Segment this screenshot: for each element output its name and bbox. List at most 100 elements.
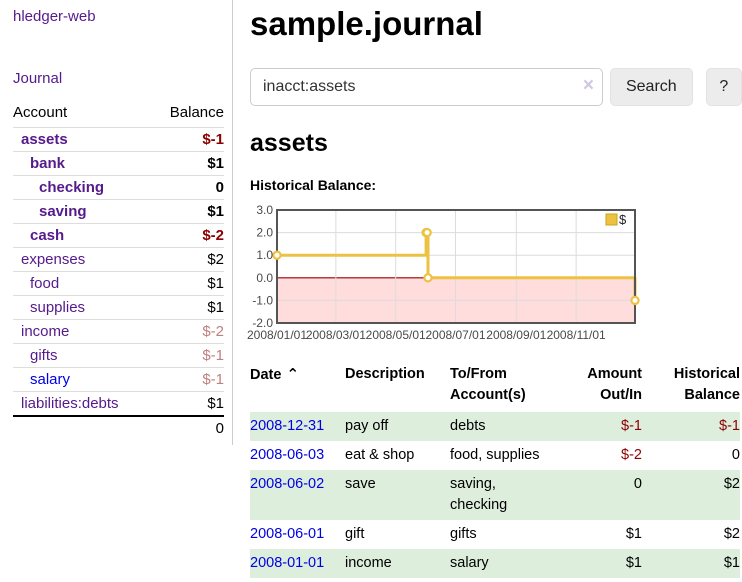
transaction-date-link[interactable]: 2008-01-01 — [250, 555, 325, 571]
search-form: × Search ? — [250, 68, 742, 106]
transaction-amount: $1 — [625, 555, 642, 571]
accounts-total: 0 — [215, 420, 224, 437]
account-link-supplies[interactable]: supplies — [30, 299, 86, 316]
chart-y-axis-labels: 3.0 2.0 1.0 0.0 -1.0 -2.0 — [252, 203, 273, 330]
register-row: 2008-12-31 pay off debts $-1 $-1 — [250, 412, 740, 441]
account-row: liabilities:debts $1 — [13, 391, 224, 417]
register-header-amount: Amount Out/In — [587, 366, 642, 403]
account-link-food[interactable]: food — [30, 275, 60, 292]
account-balance: $-2 — [202, 227, 224, 244]
account-row: salary $-1 — [13, 367, 224, 392]
register-table: Date ⌃ Description To/From Account(s) Amo… — [250, 364, 740, 578]
account-link-gifts[interactable]: gifts — [30, 347, 58, 364]
account-row: saving $1 — [13, 199, 224, 224]
account-row: assets $-1 — [13, 127, 224, 152]
sort-ascending-icon: ⌃ — [286, 366, 300, 383]
register-row: 2008-01-01 income salary $1 $1 — [250, 549, 740, 578]
account-balance: $1 — [207, 299, 224, 316]
accounts-header-account: Account — [13, 104, 68, 121]
register-header-tofrom: To/From Account(s) — [450, 366, 526, 403]
register-row: 2008-06-03 eat & shop food, supplies $-2… — [250, 441, 740, 470]
transaction-accounts: gifts — [450, 526, 477, 542]
account-balance: $-1 — [202, 347, 224, 364]
svg-text:0.0: 0.0 — [256, 271, 273, 285]
transaction-accounts: salary — [450, 555, 489, 571]
transaction-date-link[interactable]: 2008-06-03 — [250, 447, 325, 463]
svg-text:3.0: 3.0 — [256, 203, 273, 217]
svg-text:-1.0: -1.0 — [252, 293, 273, 307]
chart-heading: Historical Balance: — [250, 177, 377, 193]
account-link-cash[interactable]: cash — [30, 227, 65, 244]
svg-text:2008/05/01: 2008/05/01 — [366, 328, 426, 342]
register-header-description: Description — [345, 366, 425, 382]
account-link-income[interactable]: income — [21, 323, 70, 340]
accounts-total-row: 0 — [13, 416, 224, 440]
transaction-description: save — [345, 476, 376, 492]
legend-label: $ — [619, 212, 627, 227]
account-link-checking[interactable]: checking — [39, 179, 105, 196]
main-content: sample.journal × Search ? assets Histori… — [247, 0, 742, 578]
transaction-amount: $1 — [625, 526, 642, 542]
account-row: checking 0 — [13, 175, 224, 200]
transaction-date-link[interactable]: 2008-06-02 — [250, 476, 325, 492]
account-balance: 0 — [215, 179, 224, 196]
help-button[interactable]: ? — [705, 68, 742, 106]
search-button[interactable]: Search — [609, 68, 693, 106]
transaction-balance: $2 — [723, 526, 740, 542]
svg-text:2008/11/01: 2008/11/01 — [547, 328, 606, 342]
page-title: sample.journal — [250, 5, 483, 42]
chart-svg: $ 3.0 2.0 1.0 0.0 -1.0 -2.0 2008/01/012008/03… — [247, 203, 640, 342]
transaction-balance: $1 — [723, 555, 740, 571]
account-row: cash $-2 — [13, 223, 224, 248]
svg-text:-2.0: -2.0 — [252, 316, 273, 330]
account-title: assets — [250, 129, 328, 157]
search-input-wrap: × — [250, 68, 603, 106]
account-link-liabilities-debts[interactable]: liabilities:debts — [21, 395, 119, 412]
transaction-description: gift — [345, 526, 365, 542]
register-row: 2008-06-01 gift gifts $1 $2 — [250, 520, 740, 549]
transaction-description: eat & shop — [345, 447, 415, 463]
transaction-description: income — [345, 555, 392, 571]
account-balance: $2 — [207, 251, 224, 268]
account-row: supplies $1 — [13, 295, 224, 320]
accounts-header-row: Account Balance — [13, 102, 224, 128]
svg-text:2008/09/01: 2008/09/01 — [486, 328, 546, 342]
svg-text:1.0: 1.0 — [256, 248, 273, 262]
transaction-date-link[interactable]: 2008-06-01 — [250, 526, 325, 542]
search-input[interactable] — [250, 68, 603, 106]
legend-swatch — [605, 213, 618, 226]
account-balance: $-2 — [202, 323, 224, 340]
brand-link[interactable]: hledger-web — [13, 8, 96, 25]
chart-data-markers — [272, 227, 640, 306]
transaction-date-link[interactable]: 2008-12-31 — [250, 418, 325, 434]
svg-text:2.0: 2.0 — [256, 226, 273, 240]
transaction-accounts: saving, checking — [450, 476, 508, 513]
register-header-date-label: Date — [250, 367, 282, 383]
account-balance: $-1 — [202, 371, 224, 388]
account-link-salary[interactable]: salary — [30, 371, 71, 388]
account-row: bank $1 — [13, 151, 224, 176]
account-balance: $1 — [207, 275, 224, 292]
transaction-balance: $-1 — [719, 418, 740, 434]
historical-balance-chart[interactable]: $ 3.0 2.0 1.0 0.0 -1.0 -2.0 2008/01/01 2008/03… — [247, 200, 670, 350]
account-link-assets[interactable]: assets — [21, 131, 68, 148]
clear-search-icon[interactable]: × — [582, 75, 594, 96]
account-row: gifts $-1 — [13, 343, 224, 368]
register-header-date: Date ⌃ — [250, 364, 345, 412]
sidebar-item-journal[interactable]: Journal — [13, 70, 63, 87]
chart-xgrid — [335, 210, 577, 323]
chart-frame — [276, 209, 636, 324]
transaction-amount: $-1 — [621, 418, 642, 434]
svg-text:2008/07/01: 2008/07/01 — [425, 328, 485, 342]
transaction-amount: 0 — [633, 476, 642, 492]
register-row: 2008-06-02 save saving, checking 0 $2 — [250, 470, 740, 520]
account-link-expenses[interactable]: expenses — [21, 251, 86, 268]
transaction-accounts: debts — [450, 418, 486, 434]
account-link-saving[interactable]: saving — [39, 203, 87, 220]
account-link-bank[interactable]: bank — [30, 155, 66, 172]
transaction-balance: 0 — [731, 447, 740, 463]
register-header-row: Date ⌃ Description To/From Account(s) Amo… — [250, 364, 740, 412]
account-balance: $1 — [207, 155, 224, 172]
sidebar: hledger-web Journal Account Balance asse… — [0, 0, 233, 445]
